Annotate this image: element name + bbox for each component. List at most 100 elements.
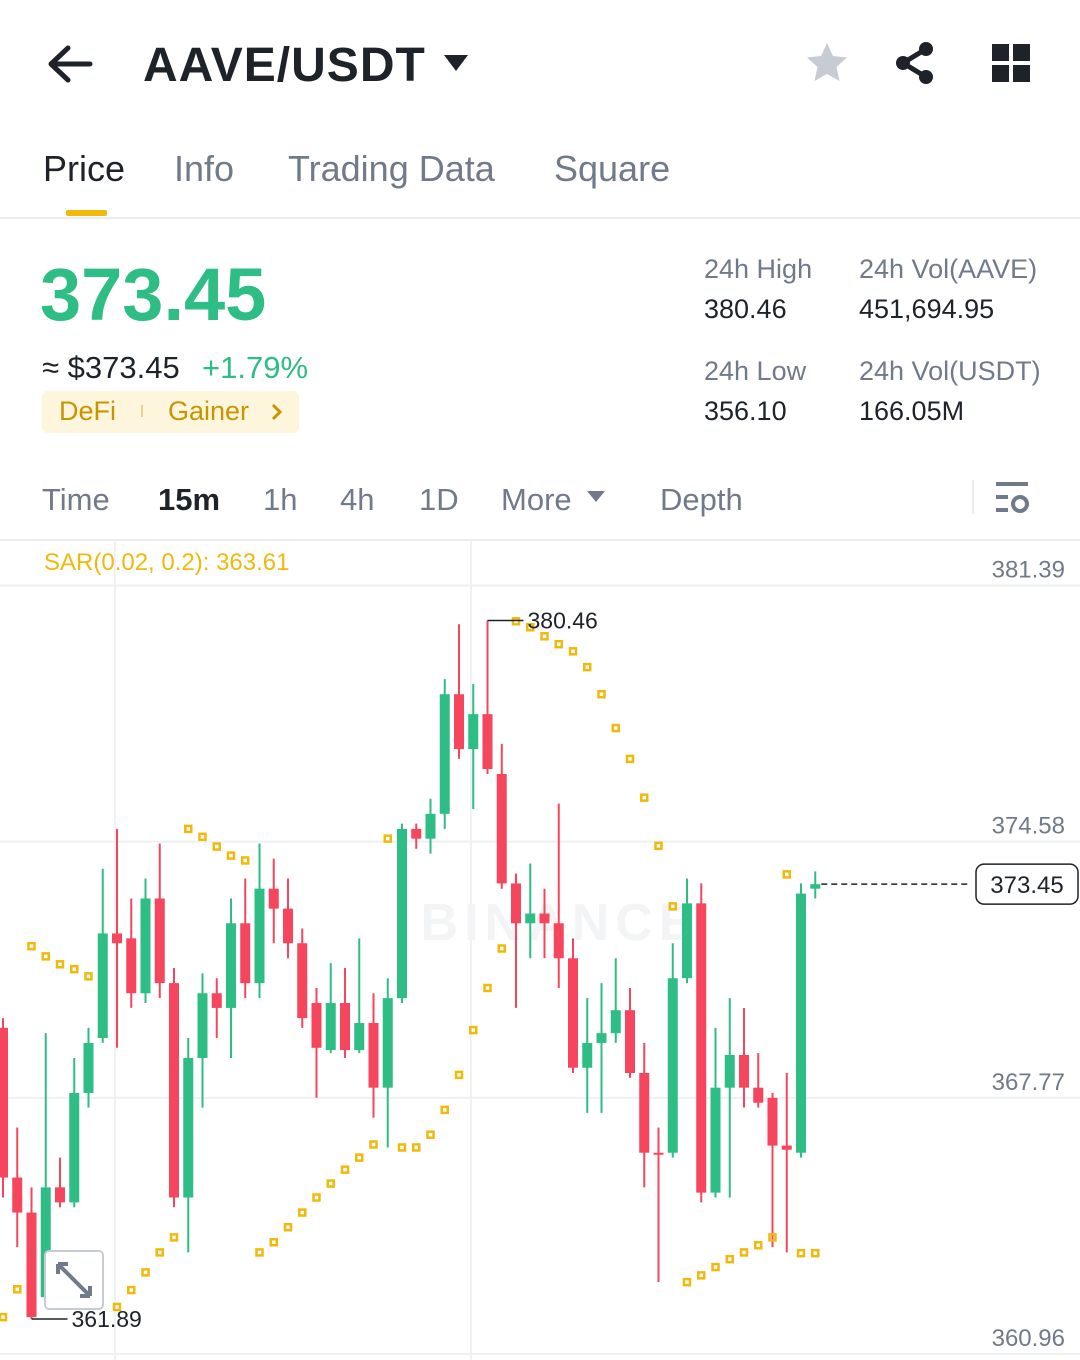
sar-dot [41, 952, 50, 961]
candle-body [197, 993, 208, 1058]
price-change: +1.79% [202, 350, 309, 385]
tab[interactable]: Price [43, 148, 126, 189]
tab[interactable]: Trading Data [288, 148, 495, 189]
sar-dot [355, 1153, 364, 1162]
sar-dot [526, 623, 535, 632]
y-tick-label: 374.58 [992, 813, 1065, 840]
candle-body [368, 1022, 379, 1088]
sar-dot [768, 1233, 777, 1242]
stat-label: 24h Vol(AAVE) [859, 254, 1038, 284]
fullscreen-button[interactable] [44, 1250, 104, 1310]
y-tick-label: 381.39 [992, 557, 1065, 584]
candle-body [739, 1054, 749, 1088]
sar-dot [497, 944, 506, 953]
stat-label: 24h Vol(USDT) [859, 356, 1041, 386]
last-price: 373.45 [40, 253, 267, 336]
divider [0, 217, 1080, 219]
sar-dot [811, 1248, 820, 1258]
sar-dot [739, 1248, 749, 1257]
sar-dot [226, 851, 236, 860]
sar-dot [397, 1143, 407, 1152]
interval[interactable]: 4h [340, 482, 375, 517]
candle-body [354, 1022, 365, 1051]
candle-body [126, 938, 137, 994]
candlestick-chart: BINANCE381.39374.58367.77360.96SAR(0.02,… [0, 540, 1080, 1360]
pair-title[interactable]: AAVE/USDT [143, 39, 426, 92]
favorite-star[interactable] [804, 40, 850, 86]
candle-body [283, 908, 293, 944]
candle-body [625, 1010, 635, 1073]
candle-body [83, 1042, 94, 1093]
sar-dot [483, 983, 492, 993]
annotation-label: 380.46 [528, 607, 598, 633]
interval[interactable]: More [501, 482, 572, 517]
share-button[interactable] [892, 40, 938, 86]
candle-body [439, 694, 450, 814]
candle-body [154, 898, 165, 984]
interval[interactable]: 1D [419, 482, 459, 517]
tag[interactable]: DeFi [59, 396, 117, 426]
sar-dot [469, 1025, 478, 1035]
candle-body [254, 888, 265, 984]
sar-dot [198, 832, 207, 842]
candle-body [425, 813, 436, 839]
tab[interactable]: Square [554, 148, 671, 189]
interval[interactable]: 1h [263, 482, 298, 517]
sar-dot [583, 662, 592, 672]
candle-body [183, 1057, 194, 1198]
candle-body [639, 1073, 650, 1153]
sar-dot [340, 1165, 350, 1174]
sar-dot [782, 870, 791, 879]
sar-dot [426, 1130, 435, 1139]
tag[interactable]: Gainer [168, 396, 250, 426]
candle-body [653, 1152, 664, 1155]
stat-value: 451,694.95 [859, 294, 995, 324]
sar-dot [184, 824, 193, 834]
candle-body [781, 1145, 792, 1150]
back-button[interactable] [46, 42, 94, 86]
sar-dot [654, 841, 663, 851]
sar-dot [269, 1238, 278, 1247]
sar-dot [383, 834, 392, 843]
divider [972, 480, 974, 514]
tag-chevron [271, 403, 283, 421]
sar-dot [169, 1233, 179, 1242]
sar-dot [611, 723, 620, 733]
interval[interactable]: 15m [158, 482, 221, 517]
tab[interactable]: Info [174, 148, 235, 189]
interval[interactable]: Depth [660, 482, 743, 517]
candle-body [539, 913, 550, 924]
candle-body [553, 923, 564, 959]
interval[interactable]: Time [42, 482, 110, 517]
candle-body [724, 1054, 735, 1088]
stat-label: 24h High [704, 254, 813, 284]
candle-body [325, 1003, 336, 1051]
sar-dot [725, 1254, 734, 1264]
candle-body [382, 998, 393, 1088]
candle-body [140, 898, 151, 994]
sar-dot [155, 1248, 164, 1257]
sar-dot [141, 1268, 150, 1277]
candle-body [667, 978, 678, 1153]
layout-button[interactable] [992, 44, 1032, 84]
sar-dot [255, 1248, 264, 1257]
candle-body [596, 1033, 607, 1043]
sar-dot [697, 1271, 706, 1280]
candle-body [454, 694, 464, 750]
sar-dot [668, 902, 677, 911]
chart-settings[interactable] [994, 480, 1032, 516]
last-price-box [975, 863, 1079, 905]
sar-dot [412, 1143, 421, 1152]
candle-body [582, 1042, 593, 1068]
pair-dropdown[interactable] [442, 52, 470, 74]
candle-body [468, 714, 479, 750]
tag-box[interactable] [42, 391, 299, 433]
more-dropdown[interactable] [586, 490, 606, 504]
sar-dot [640, 793, 649, 802]
candle-body [682, 903, 692, 979]
candle-body [12, 1177, 23, 1213]
candle-body [169, 983, 179, 1198]
sar-dot [112, 1302, 122, 1312]
candle-body [796, 893, 806, 1153]
candle-body [496, 773, 507, 884]
